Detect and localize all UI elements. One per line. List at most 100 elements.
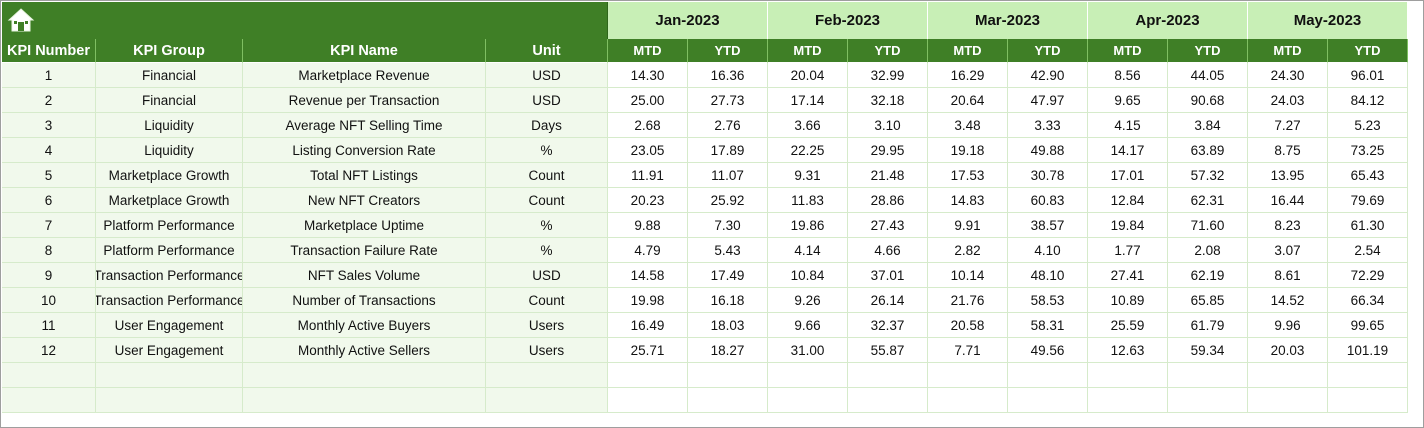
kpi-name-cell[interactable]: Total NFT Listings — [243, 163, 486, 188]
mtd-value-cell[interactable]: 14.30 — [608, 63, 688, 88]
ytd-value-cell[interactable]: 21.48 — [848, 163, 928, 188]
mtd-value-cell[interactable]: 10.89 — [1088, 288, 1168, 313]
mtd-value-cell[interactable]: 24.30 — [1248, 63, 1328, 88]
kpi-name-cell[interactable]: Marketplace Uptime — [243, 213, 486, 238]
empty-cell[interactable] — [1248, 363, 1328, 388]
ytd-value-cell[interactable]: 3.33 — [1008, 113, 1088, 138]
ytd-value-cell[interactable]: 3.10 — [848, 113, 928, 138]
kpi-name-cell[interactable]: NFT Sales Volume — [243, 263, 486, 288]
mtd-value-cell[interactable]: 20.03 — [1248, 338, 1328, 363]
header-ytd-4[interactable]: YTD — [1168, 39, 1248, 63]
ytd-value-cell[interactable]: 62.31 — [1168, 188, 1248, 213]
mtd-value-cell[interactable]: 8.61 — [1248, 263, 1328, 288]
kpi-name-cell[interactable]: Transaction Failure Rate — [243, 238, 486, 263]
kpi-group-cell[interactable]: Platform Performance — [96, 213, 243, 238]
mtd-value-cell[interactable]: 10.84 — [768, 263, 848, 288]
header-mtd-5[interactable]: MTD — [1248, 39, 1328, 63]
unit-cell[interactable]: USD — [486, 88, 608, 113]
empty-cell[interactable] — [768, 363, 848, 388]
unit-cell[interactable]: Days — [486, 113, 608, 138]
ytd-value-cell[interactable]: 65.43 — [1328, 163, 1408, 188]
unit-cell[interactable]: Users — [486, 338, 608, 363]
kpi-group-cell[interactable]: User Engagement — [96, 313, 243, 338]
empty-cell[interactable] — [486, 388, 608, 413]
kpi-number-cell[interactable]: 4 — [2, 138, 96, 163]
empty-cell[interactable] — [486, 363, 608, 388]
unit-cell[interactable]: Count — [486, 188, 608, 213]
unit-cell[interactable]: % — [486, 213, 608, 238]
ytd-value-cell[interactable]: 61.79 — [1168, 313, 1248, 338]
empty-cell[interactable] — [928, 388, 1008, 413]
mtd-value-cell[interactable]: 13.95 — [1248, 163, 1328, 188]
empty-cell[interactable] — [2, 388, 96, 413]
unit-cell[interactable]: USD — [486, 263, 608, 288]
mtd-value-cell[interactable]: 25.59 — [1088, 313, 1168, 338]
header-ytd-3[interactable]: YTD — [1008, 39, 1088, 63]
month-header-3[interactable]: Mar-2023 — [928, 2, 1088, 39]
ytd-value-cell[interactable]: 57.32 — [1168, 163, 1248, 188]
kpi-number-cell[interactable]: 10 — [2, 288, 96, 313]
header-mtd-1[interactable]: MTD — [608, 39, 688, 63]
mtd-value-cell[interactable]: 16.29 — [928, 63, 1008, 88]
mtd-value-cell[interactable]: 9.91 — [928, 213, 1008, 238]
kpi-group-cell[interactable]: Liquidity — [96, 138, 243, 163]
ytd-value-cell[interactable]: 32.37 — [848, 313, 928, 338]
mtd-value-cell[interactable]: 14.17 — [1088, 138, 1168, 163]
ytd-value-cell[interactable]: 16.18 — [688, 288, 768, 313]
ytd-value-cell[interactable]: 2.54 — [1328, 238, 1408, 263]
mtd-value-cell[interactable]: 14.58 — [608, 263, 688, 288]
mtd-value-cell[interactable]: 17.14 — [768, 88, 848, 113]
empty-cell[interactable] — [243, 363, 486, 388]
empty-cell[interactable] — [96, 388, 243, 413]
ytd-value-cell[interactable]: 28.86 — [848, 188, 928, 213]
kpi-name-cell[interactable]: Average NFT Selling Time — [243, 113, 486, 138]
home-icon[interactable] — [7, 7, 35, 33]
ytd-value-cell[interactable]: 90.68 — [1168, 88, 1248, 113]
ytd-value-cell[interactable]: 29.95 — [848, 138, 928, 163]
mtd-value-cell[interactable]: 1.77 — [1088, 238, 1168, 263]
month-header-5[interactable]: May-2023 — [1248, 2, 1408, 39]
mtd-value-cell[interactable]: 25.71 — [608, 338, 688, 363]
mtd-value-cell[interactable]: 20.64 — [928, 88, 1008, 113]
empty-cell[interactable] — [1088, 388, 1168, 413]
mtd-value-cell[interactable]: 9.26 — [768, 288, 848, 313]
kpi-name-cell[interactable]: Revenue per Transaction — [243, 88, 486, 113]
mtd-value-cell[interactable]: 20.04 — [768, 63, 848, 88]
ytd-value-cell[interactable]: 62.19 — [1168, 263, 1248, 288]
kpi-number-cell[interactable]: 1 — [2, 63, 96, 88]
ytd-value-cell[interactable]: 72.29 — [1328, 263, 1408, 288]
ytd-value-cell[interactable]: 44.05 — [1168, 63, 1248, 88]
ytd-value-cell[interactable]: 58.53 — [1008, 288, 1088, 313]
kpi-name-cell[interactable]: New NFT Creators — [243, 188, 486, 213]
mtd-value-cell[interactable]: 11.83 — [768, 188, 848, 213]
kpi-group-cell[interactable]: Liquidity — [96, 113, 243, 138]
mtd-value-cell[interactable]: 2.82 — [928, 238, 1008, 263]
mtd-value-cell[interactable]: 7.27 — [1248, 113, 1328, 138]
mtd-value-cell[interactable]: 22.25 — [768, 138, 848, 163]
mtd-value-cell[interactable]: 8.23 — [1248, 213, 1328, 238]
kpi-group-cell[interactable]: Transaction Performance — [96, 263, 243, 288]
header-unit[interactable]: Unit — [486, 39, 608, 63]
mtd-value-cell[interactable]: 3.48 — [928, 113, 1008, 138]
kpi-number-cell[interactable]: 12 — [2, 338, 96, 363]
mtd-value-cell[interactable]: 19.18 — [928, 138, 1008, 163]
ytd-value-cell[interactable]: 63.89 — [1168, 138, 1248, 163]
empty-cell[interactable] — [1328, 388, 1408, 413]
empty-cell[interactable] — [608, 388, 688, 413]
mtd-value-cell[interactable]: 12.63 — [1088, 338, 1168, 363]
ytd-value-cell[interactable]: 5.43 — [688, 238, 768, 263]
mtd-value-cell[interactable]: 4.14 — [768, 238, 848, 263]
ytd-value-cell[interactable]: 5.23 — [1328, 113, 1408, 138]
empty-cell[interactable] — [848, 388, 928, 413]
unit-cell[interactable]: Count — [486, 163, 608, 188]
header-ytd-1[interactable]: YTD — [688, 39, 768, 63]
header-kpi-number[interactable]: KPI Number — [2, 39, 96, 63]
empty-cell[interactable] — [2, 363, 96, 388]
mtd-value-cell[interactable]: 10.14 — [928, 263, 1008, 288]
ytd-value-cell[interactable]: 61.30 — [1328, 213, 1408, 238]
empty-cell[interactable] — [1168, 363, 1248, 388]
kpi-number-cell[interactable]: 8 — [2, 238, 96, 263]
kpi-number-cell[interactable]: 9 — [2, 263, 96, 288]
ytd-value-cell[interactable]: 55.87 — [848, 338, 928, 363]
ytd-value-cell[interactable]: 79.69 — [1328, 188, 1408, 213]
